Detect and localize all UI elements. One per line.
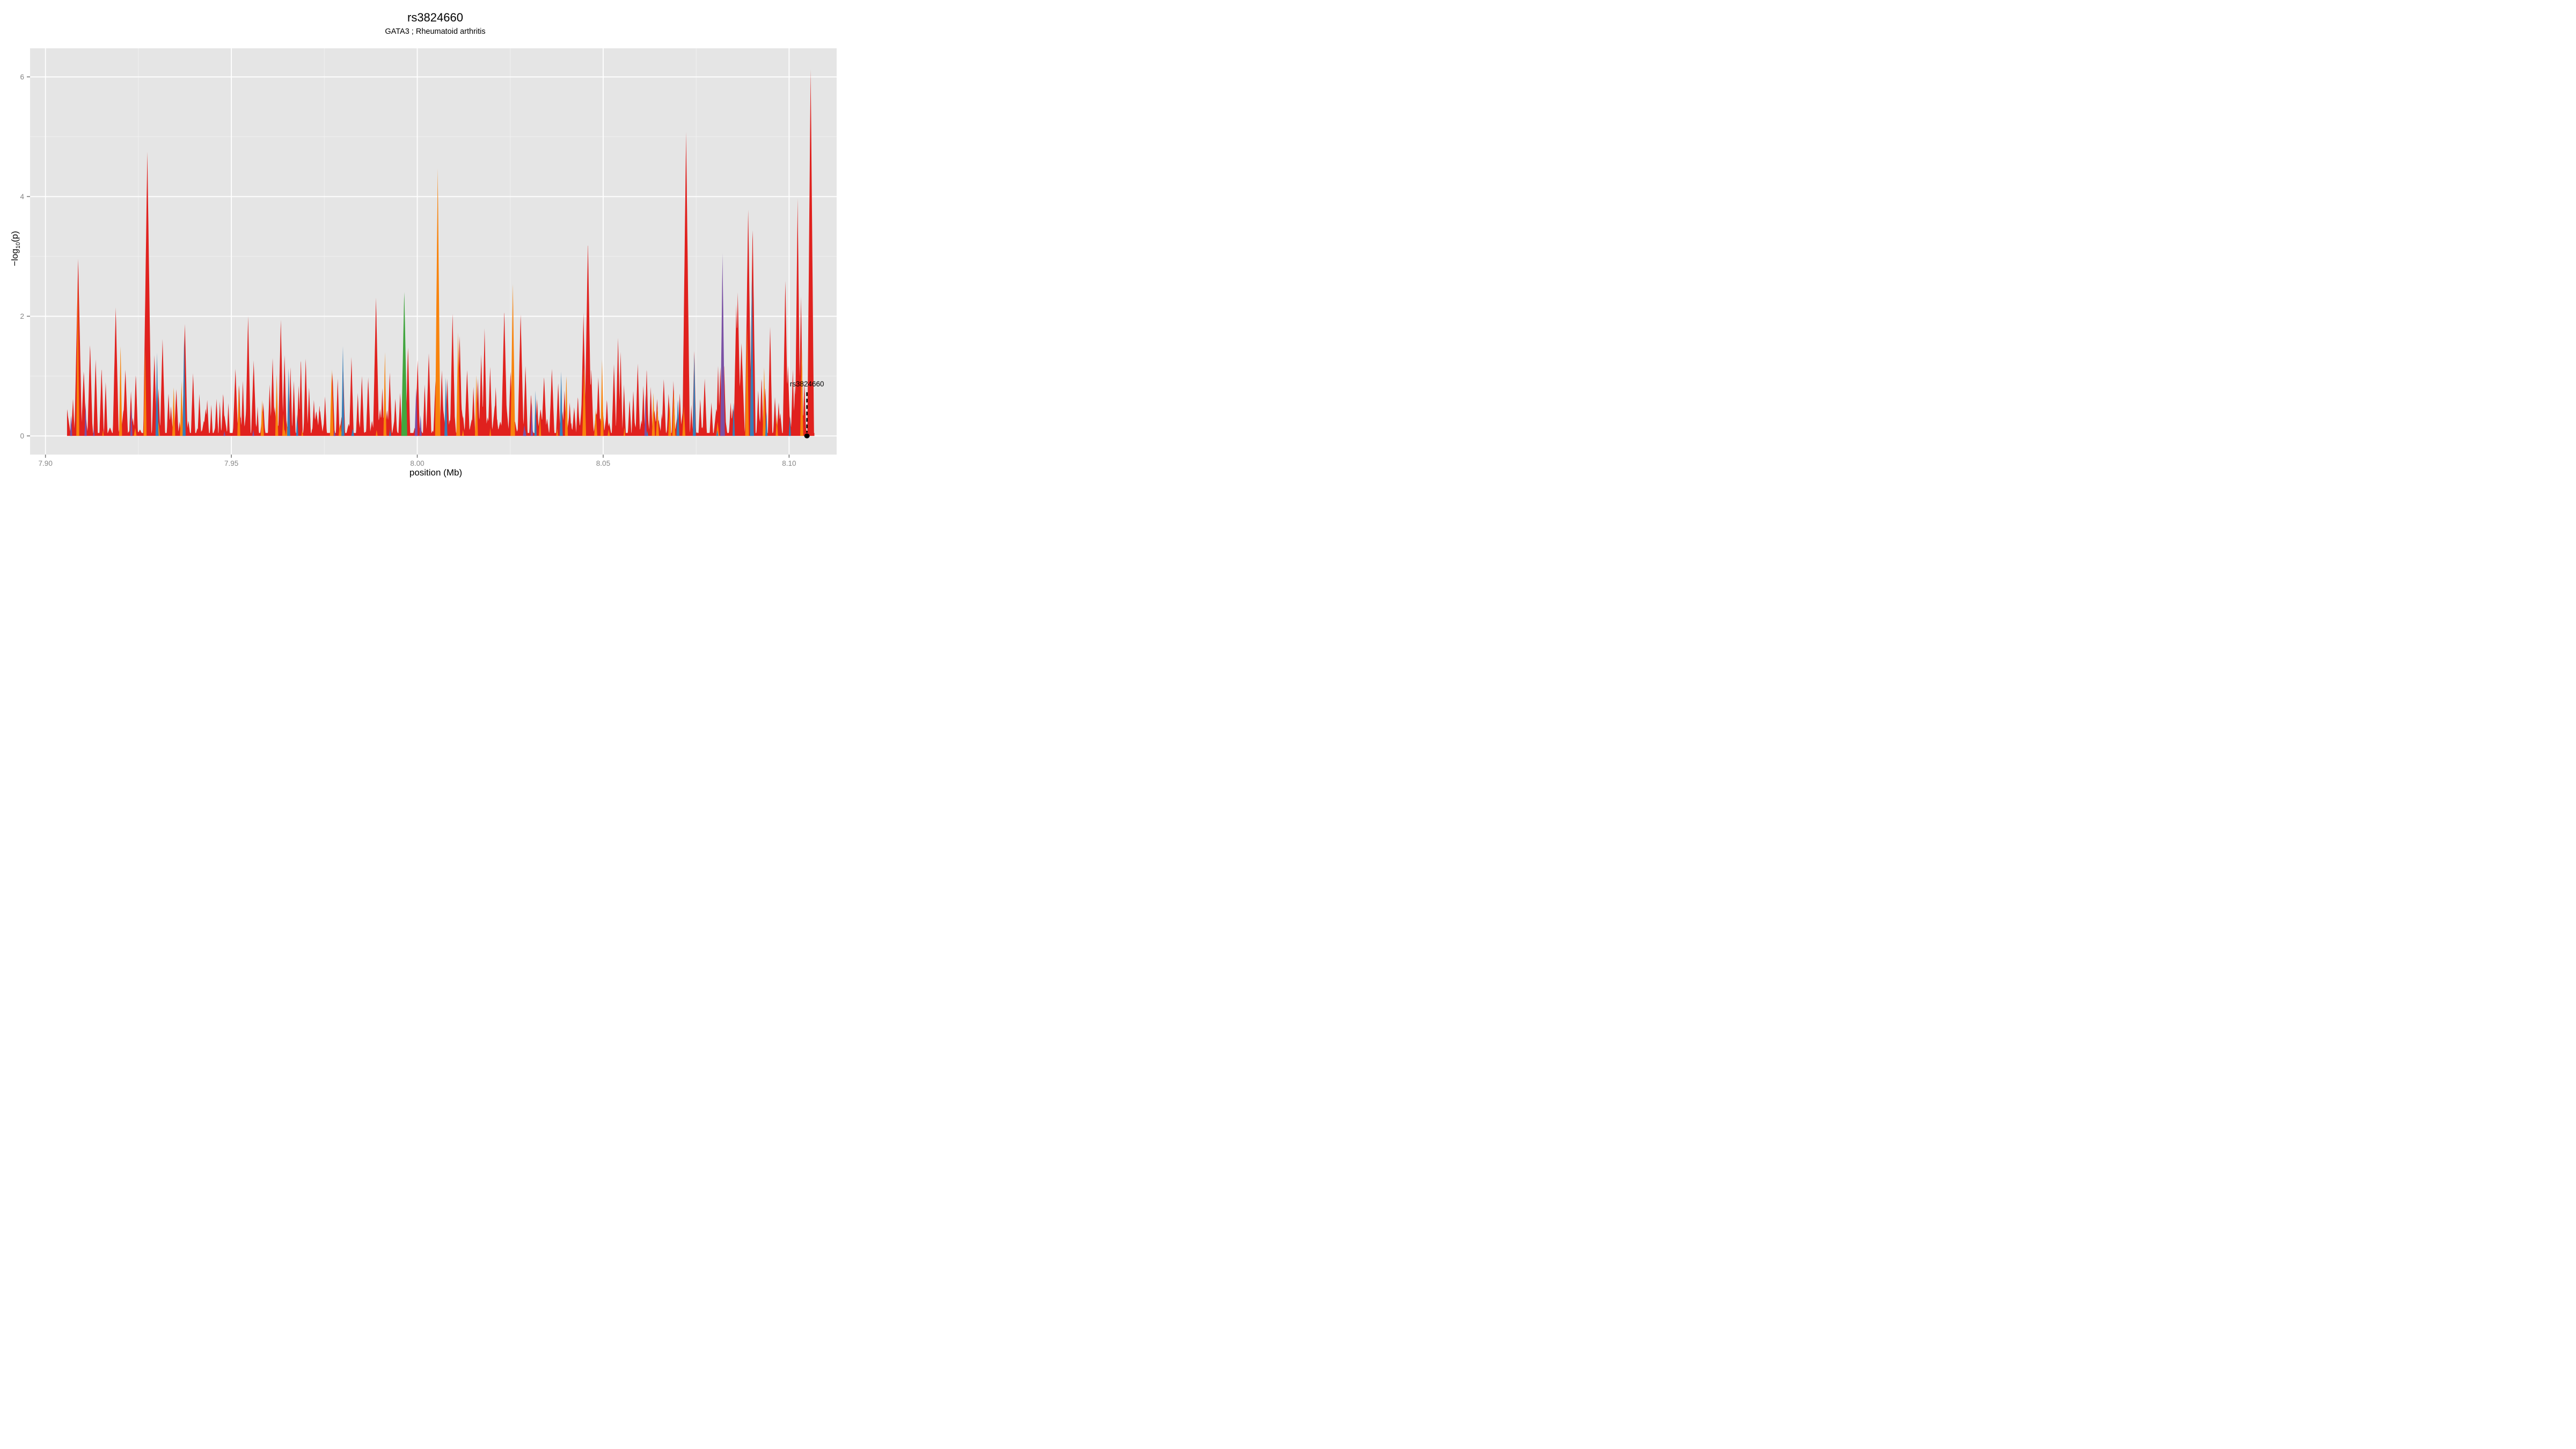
annotation-point <box>804 433 810 438</box>
series-area-red <box>67 69 815 436</box>
plot-subtitle: GATA3 ; Rheumatoid arthritis <box>385 27 486 36</box>
y-axis-title: −log10(p) <box>9 231 22 267</box>
x-tick-label: 7.90 <box>39 459 53 467</box>
locus-plot-figure: rs3824660 GATA3 ; Rheumatoid arthritis r… <box>0 0 859 483</box>
plot-title: rs3824660 <box>407 11 463 24</box>
y-tick-label: 6 <box>20 73 24 81</box>
x-tick-label: 8.05 <box>596 459 610 467</box>
x-tick-label: 8.10 <box>782 459 796 467</box>
x-axis-title: position (Mb) <box>409 467 463 478</box>
annotation-group: rs3824660 <box>790 380 824 438</box>
x-tick-label: 7.95 <box>224 459 238 467</box>
y-tick-label: 4 <box>20 193 24 201</box>
axes: 7.90 7.95 8.00 8.05 8.10 0 2 4 6 <box>20 73 796 467</box>
series-layer <box>67 69 815 436</box>
y-tick-label: 0 <box>20 432 24 440</box>
y-tick-label: 2 <box>20 312 24 320</box>
annotation-label: rs3824660 <box>790 380 824 388</box>
x-tick-label: 8.00 <box>410 459 424 467</box>
plot-panel <box>30 48 837 455</box>
plot-canvas: rs3824660 7.90 7.95 8.00 8.05 8.10 0 2 4 6 <box>20 48 837 467</box>
